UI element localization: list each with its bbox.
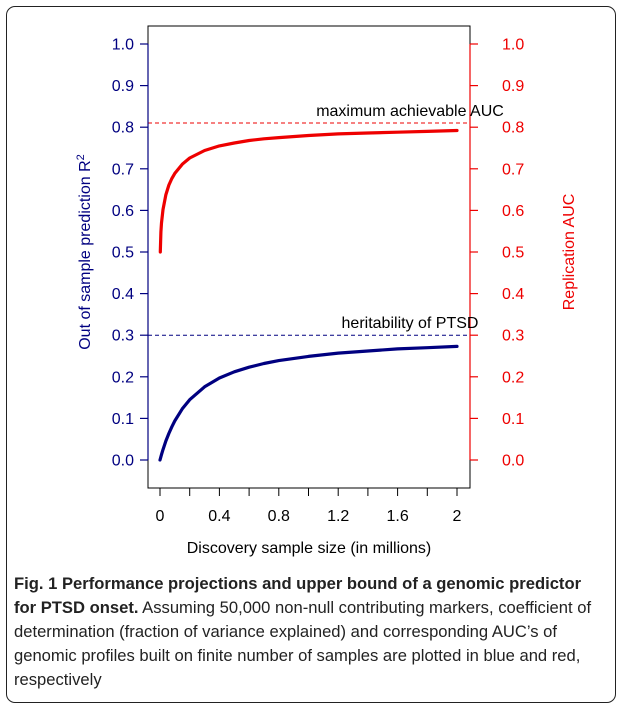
right-axis-tick-label: 0.5 — [502, 245, 524, 262]
right-axis-tick-label: 0.0 — [502, 453, 524, 470]
left-axis-tick-label: 0.3 — [112, 328, 134, 345]
left-axis-tick-label: 0.6 — [112, 203, 134, 220]
left-axis-tick-label: 0.5 — [112, 245, 134, 262]
left-axis-tick-label: 0.7 — [112, 161, 134, 178]
right-axis-tick-label: 0.3 — [502, 328, 524, 345]
figure-frame — [6, 6, 616, 703]
x-axis-tick-label: 1.2 — [327, 508, 349, 525]
right-axis-tick-label: 0.4 — [502, 286, 524, 303]
figure-label: Fig. 1 — [14, 574, 58, 593]
x-axis-tick-label: 1.6 — [386, 508, 408, 525]
right-axis-tick-label: 0.7 — [502, 161, 524, 178]
figure-caption: Fig. 1 Performance projections and upper… — [14, 572, 606, 692]
left-axis-tick-label: 1.0 — [112, 37, 134, 54]
left-axis-tick-label: 0.9 — [112, 78, 134, 95]
x-axis-tick-label: 0 — [156, 508, 165, 525]
right-axis-title: Replication AUC — [561, 194, 578, 311]
left-axis-tick-label: 0.1 — [112, 411, 134, 428]
figure-description: Assuming 50,000 non-null contributing ma… — [14, 598, 592, 689]
right-axis-tick-label: 0.8 — [502, 120, 524, 137]
x-axis-title: Discovery sample size (in millions) — [187, 540, 432, 557]
x-axis-tick-label: 0.8 — [268, 508, 290, 525]
left-axis-title: Out of sample prediction R2 — [75, 154, 94, 350]
x-axis-tick-label: 0.4 — [208, 508, 230, 525]
chart: 0.0 0.1 0.2 0.3 0.4 0.5 0.6 0.7 0.8 0.9 1.0 0.0 0.1… — [75, 25, 578, 557]
right-axis-tick-label: 0.6 — [502, 203, 524, 220]
x-axis-tick-label: 2 — [453, 508, 462, 525]
right-axis-tick-label: 1.0 — [502, 37, 524, 54]
left-axis-tick-label: 0.4 — [112, 286, 134, 303]
left-axis-tick-label: 0.2 — [112, 369, 134, 386]
series-line — [158, 128, 459, 254]
reference-line-label: heritability of PTSD — [342, 315, 479, 332]
right-axis-tick-label: 0.9 — [502, 78, 524, 95]
left-axis-title-superscript: 2 — [75, 154, 87, 160]
right-axis-tick-label: 0.2 — [502, 369, 524, 386]
series-line — [158, 344, 459, 462]
plot-area-frame — [147, 25, 471, 489]
left-axis-tick-label: 0.0 — [112, 453, 134, 470]
figure-title: Performance projections and upper bound … — [14, 574, 582, 617]
left-axis-tick-label: 0.8 — [112, 120, 134, 137]
right-axis-tick-label: 0.1 — [502, 411, 524, 428]
reference-line-label: maximum achievable AUC — [316, 103, 504, 120]
left-axis-title-text: Out of sample prediction R — [77, 160, 94, 349]
